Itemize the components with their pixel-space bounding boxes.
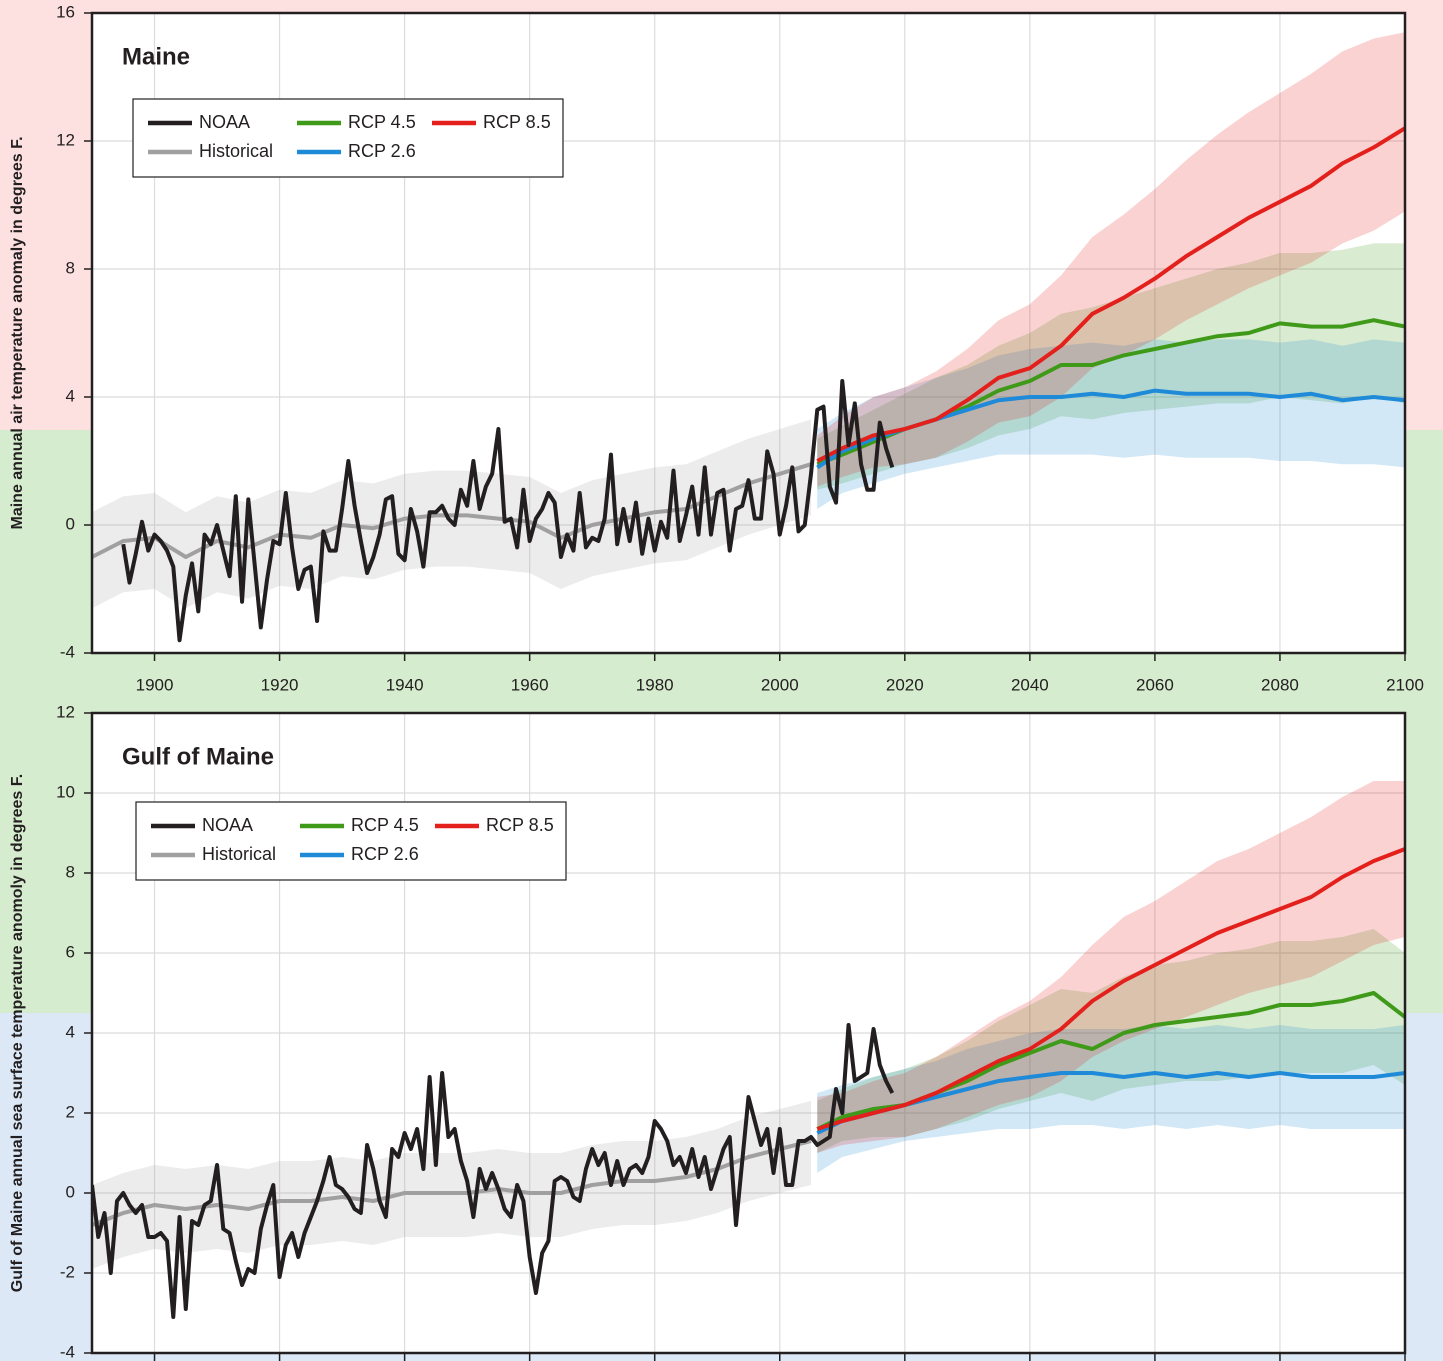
y-tick-label: -2 <box>60 1262 75 1281</box>
y-tick-label: 10 <box>56 782 75 801</box>
x-tick-label: 2040 <box>1011 675 1049 694</box>
y-tick-label: 4 <box>66 386 75 405</box>
legend-label: RCP 2.6 <box>351 844 419 864</box>
legend-box <box>135 801 567 881</box>
legend-label: RCP 8.5 <box>483 112 551 132</box>
y-tick-label: -4 <box>60 642 75 661</box>
y-tick-label: 2 <box>66 1102 75 1121</box>
y-tick-label: 12 <box>56 702 75 721</box>
y-tick-label: 16 <box>56 2 75 21</box>
series-line <box>92 1139 812 1227</box>
series-line <box>816 126 1405 463</box>
x-tick-label: 1980 <box>636 675 674 694</box>
x-tick-label: 1940 <box>386 675 424 694</box>
range-band <box>817 32 1405 487</box>
legend-label: RCP 4.5 <box>351 815 419 835</box>
x-tick-label: 2020 <box>886 675 924 694</box>
y-tick-label: 0 <box>66 1182 75 1201</box>
plot-area <box>92 13 1405 653</box>
legend-label: Historical <box>202 844 276 864</box>
legend-box <box>132 98 564 178</box>
legend-label: NOAA <box>202 815 253 835</box>
x-tick-label: 2000 <box>761 675 799 694</box>
series-line <box>121 379 895 643</box>
y-tick-label: -4 <box>60 1342 75 1361</box>
x-tick-label: 1900 <box>136 675 174 694</box>
range-band <box>817 1025 1405 1173</box>
y-tick-label: 12 <box>56 130 75 149</box>
range-band <box>817 781 1405 1153</box>
series-line <box>816 847 1405 1131</box>
x-tick-label: 1960 <box>511 675 549 694</box>
legend-label: Historical <box>199 141 273 161</box>
x-tick-label: 2080 <box>1261 675 1299 694</box>
legend-label: NOAA <box>199 112 250 132</box>
y-tick-label: 8 <box>66 258 75 277</box>
y-axis-label: Maine annual air temperature anomaly in … <box>9 136 26 529</box>
y-tick-label: 8 <box>66 862 75 881</box>
legend-label: RCP 8.5 <box>486 815 554 835</box>
x-tick-label: 2060 <box>1136 675 1174 694</box>
range-band <box>817 339 1405 509</box>
plot-frame <box>90 711 1407 1355</box>
y-axis-label: Gulf of Maine annual sea surface tempera… <box>9 774 26 1292</box>
legend-label: RCP 2.6 <box>348 141 416 161</box>
y-tick-label: 0 <box>66 514 75 533</box>
range-band <box>817 243 1405 490</box>
range-band <box>92 1101 812 1269</box>
legend-label: RCP 4.5 <box>348 112 416 132</box>
series-line <box>92 1023 895 1319</box>
chart-title: Maine <box>122 43 190 70</box>
plot-area <box>92 713 1405 1353</box>
x-tick-label: 1920 <box>261 675 299 694</box>
y-tick-label: 6 <box>66 942 75 961</box>
x-tick-label: 2100 <box>1386 675 1424 694</box>
plot-frame <box>90 11 1407 655</box>
y-tick-label: 4 <box>66 1022 75 1041</box>
chart-title: Gulf of Maine <box>122 743 274 770</box>
